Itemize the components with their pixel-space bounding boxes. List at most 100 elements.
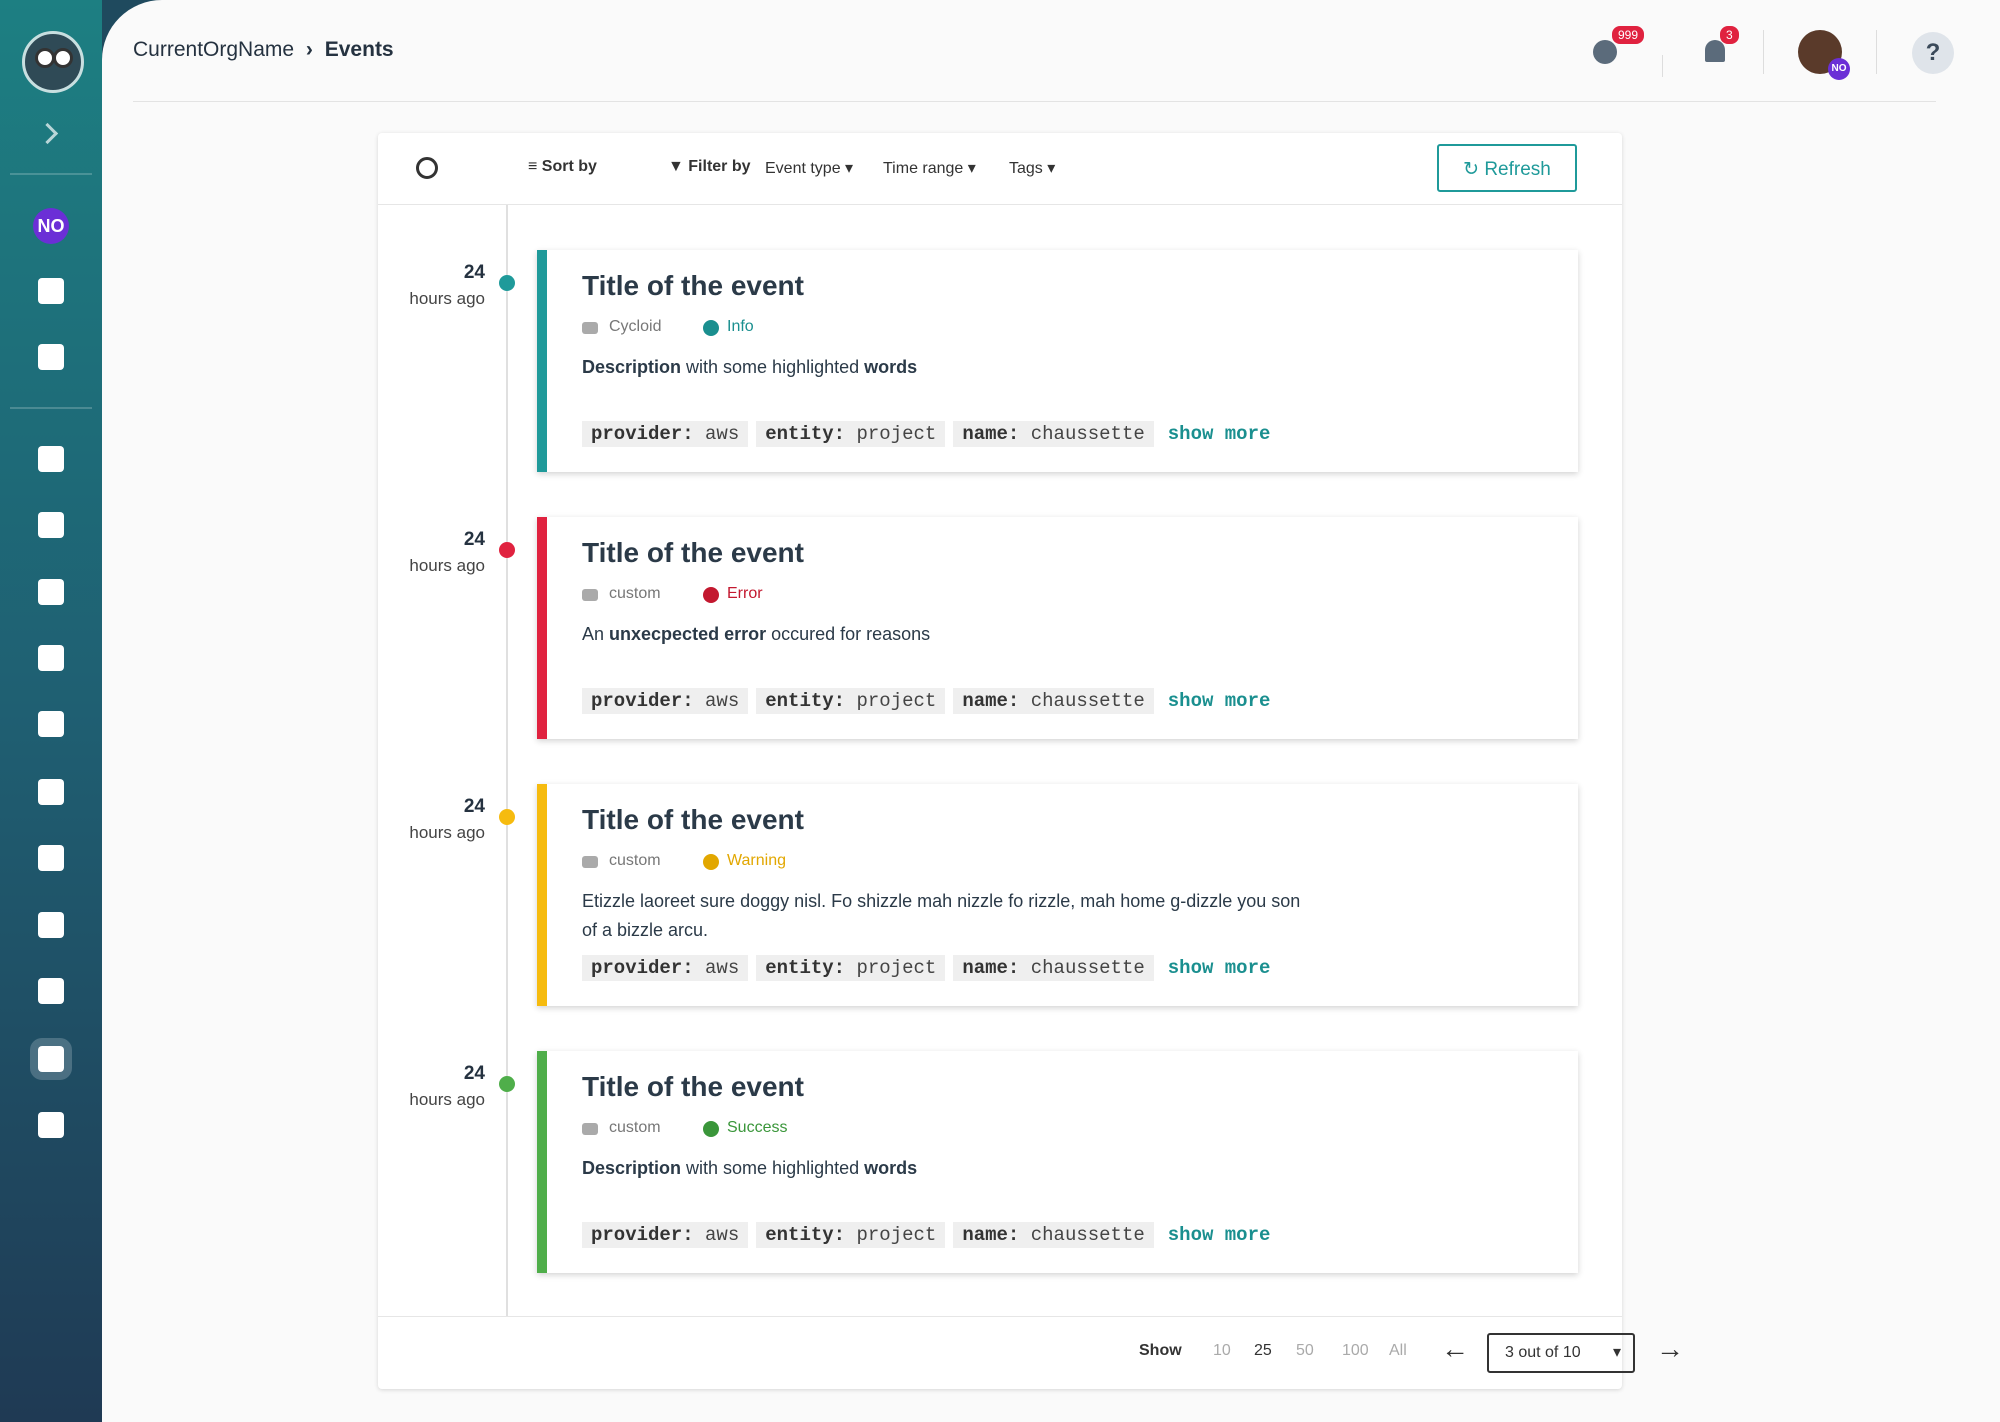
notifications-badge: 3 [1720,26,1739,44]
page-size-option[interactable]: All [1389,1342,1407,1359]
breadcrumb-page: Events [324,38,394,61]
source-icon [582,856,598,868]
nav-item[interactable] [38,446,64,472]
tag-key: entity: [765,423,846,445]
tag-value: chaussette [1030,690,1145,712]
tag: provider: aws [582,1222,749,1248]
nav-item[interactable] [38,278,64,304]
event-tags: provider: aws entity: project name: chauss… [582,421,1270,447]
breadcrumb-org[interactable]: CurrentOrgName [133,38,295,61]
main: CurrentOrgName › Events 999 3 NO ? ≡ Sor… [102,0,2000,1422]
tag: name: chaussette [953,421,1154,447]
nav-item[interactable] [38,645,64,671]
event-card: Title of the event Cycloid Info Description… [537,250,1578,472]
tag-value: chaussette [1030,957,1145,979]
sort-button[interactable]: ≡ Sort by [528,158,597,175]
description-part: Description [582,1158,682,1178]
tag-value: aws [705,690,740,712]
event-severity: Warning [727,852,786,869]
alerts-icon[interactable] [1593,40,1617,64]
notifications-icon[interactable] [1705,40,1725,62]
nav-item[interactable] [38,711,64,737]
tag-key: name: [962,423,1020,445]
events-panel: ≡ Sort by ▼ Filter by Event type ▾ Time … [378,133,1684,1389]
nav-item[interactable] [38,978,64,1004]
event-severity: Success [727,1119,788,1136]
tag-value: aws [705,957,740,979]
sort-label: Sort by [541,158,597,175]
tag-key: provider: [591,957,694,979]
nav-item[interactable] [38,912,64,938]
event-time-unit: hours ago [409,289,485,308]
event-source: Cycloid [609,318,662,335]
nav-item[interactable] [38,344,64,370]
description-part: words [864,357,918,377]
tag-value: aws [705,423,740,445]
show-more[interactable]: show more [1167,957,1271,979]
nav-item[interactable] [38,512,64,538]
prev-page[interactable]: ← [1441,1333,1469,1364]
event-card: Title of the event custom Error An unxecpec… [537,517,1578,739]
tag-key: provider: [591,1224,694,1246]
page-select[interactable]: 3 out of 10 ▾ [1487,1333,1635,1373]
show-more[interactable]: show more [1167,690,1271,712]
event-title: Title of the event [582,537,804,568]
time-range-dropdown[interactable]: Time range ▾ [883,160,976,177]
tag: entity: project [756,955,946,981]
filter-button[interactable]: ▼ Filter by [668,158,751,175]
timeline-dot [499,1076,515,1092]
tags-label: Tags [1009,160,1043,177]
tag-value: aws [705,1224,740,1246]
tags-dropdown[interactable]: Tags ▾ [1009,160,1056,177]
event-tags: provider: aws entity: project name: chauss… [582,955,1270,981]
tag: name: chaussette [953,955,1154,981]
event-time: 24 [463,262,485,283]
event-time-unit: hours ago [409,823,485,842]
nav-item[interactable] [38,845,64,871]
page-size-option[interactable]: 50 [1296,1342,1314,1359]
nav-item[interactable] [38,779,64,805]
show-more[interactable]: show more [1167,423,1271,445]
description-part: with some highlighted [681,1158,865,1178]
search-icon[interactable] [416,157,438,179]
description-part: occured for reasons [766,624,931,644]
header-divider [133,101,1936,102]
tag: entity: project [756,1222,946,1248]
nav-item[interactable] [30,1038,72,1080]
org-badge[interactable]: NO [33,208,69,244]
refresh-button[interactable]: ↻ Refresh [1437,144,1577,192]
separator [1876,30,1877,74]
page-size-option[interactable]: 10 [1213,1342,1231,1359]
next-page[interactable]: → [1656,1333,1684,1364]
nav-item[interactable] [38,1112,64,1138]
event-severity: Error [727,585,763,602]
description-part: An [582,624,610,644]
nav-item[interactable] [38,579,64,605]
page-size-option[interactable]: 25 [1254,1342,1272,1359]
toolbar-divider [378,204,1622,205]
event-tags: provider: aws entity: project name: chauss… [582,688,1270,714]
show-more[interactable]: show more [1167,1224,1271,1246]
page-select-caret: ▾ [1612,1344,1621,1361]
tag-key: provider: [591,423,694,445]
event-description: Description with some highlighted words [582,1154,1302,1183]
tag-key: name: [962,1224,1020,1246]
tag-value: chaussette [1030,1224,1145,1246]
severity-icon [703,1121,719,1137]
separator [10,173,92,175]
tag: provider: aws [582,955,749,981]
tag-key: name: [962,690,1020,712]
tag-key: entity: [765,957,846,979]
event-type-dropdown[interactable]: Event type ▾ [765,160,854,177]
help-button[interactable]: ? [1912,32,1954,74]
sidebar: NO [0,0,102,1422]
timeline-dot [499,275,515,291]
tag-value: project [856,690,937,712]
expand-chevron[interactable] [36,122,59,145]
breadcrumb: CurrentOrgName › Events [133,38,394,61]
page-size-option[interactable]: 100 [1342,1342,1369,1359]
tag: provider: aws [582,421,749,447]
event-description: An unxecpected error occured for reasons [582,620,1302,649]
logo[interactable] [22,31,84,93]
refresh-label: Refresh [1484,159,1551,180]
